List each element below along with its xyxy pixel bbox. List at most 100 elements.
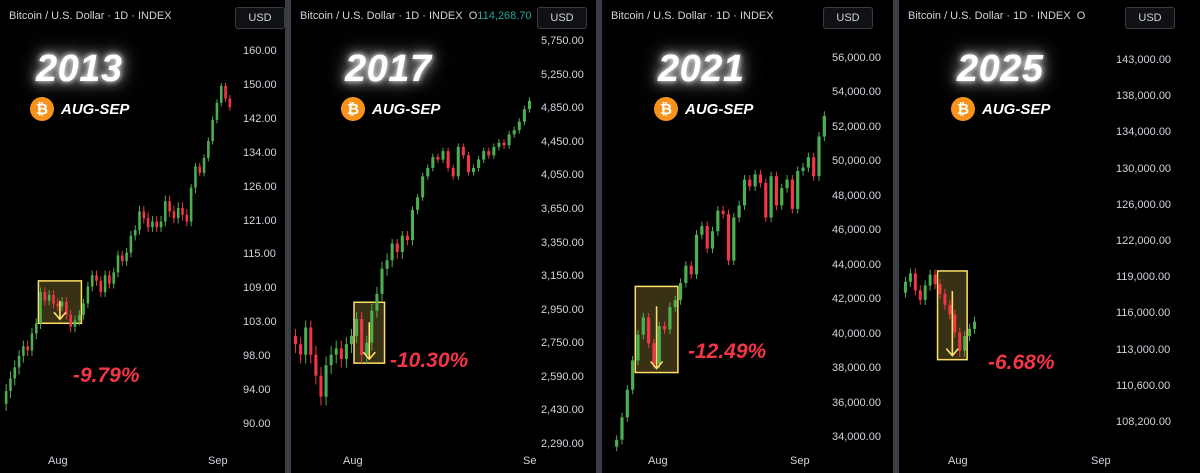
candle: [517, 118, 521, 134]
candle-body: [349, 335, 354, 345]
candle-body: [615, 439, 619, 447]
candle: [56, 298, 60, 312]
x-label-aug: Aug: [343, 455, 363, 467]
candle: [716, 206, 720, 236]
candle-body: [421, 176, 425, 198]
candle: [360, 312, 364, 364]
candle-body: [410, 209, 415, 241]
candle: [796, 166, 800, 214]
season-badge: ₿ AUG-SEP: [30, 97, 129, 121]
y-tick-label: 50,000.00: [832, 155, 881, 168]
candle-body: [155, 221, 159, 228]
candle-body: [948, 304, 952, 315]
candle-body: [662, 326, 667, 330]
candle-body: [764, 183, 768, 218]
candle: [487, 147, 491, 159]
candle: [181, 202, 184, 221]
candle: [73, 315, 77, 333]
candle-body: [30, 333, 34, 351]
candle-body: [477, 159, 481, 168]
currency-button[interactable]: USD: [235, 7, 285, 29]
chart-panel-2025: Bitcoin / U.S. Dollar · 1D · INDEX O USD…: [899, 0, 1200, 473]
candle-body: [673, 300, 677, 308]
candle-body: [721, 210, 725, 215]
drawdown-arrow-icon: [53, 300, 67, 321]
candle: [69, 310, 72, 333]
ohlc-open-value: 114,268.70: [477, 10, 532, 22]
candle: [304, 320, 308, 364]
candle-body: [678, 282, 683, 301]
currency-button[interactable]: USD: [537, 7, 587, 29]
candle: [299, 337, 303, 364]
candle-body: [319, 375, 323, 397]
candle: [943, 288, 947, 310]
candle: [142, 205, 146, 224]
candle-body: [507, 134, 511, 146]
candle-body: [512, 130, 516, 135]
y-tick-label: 4,450.00: [541, 135, 584, 148]
candle-body: [780, 188, 784, 206]
x-label-sep: Sep: [790, 455, 810, 467]
candle: [400, 231, 404, 259]
candle-body: [963, 336, 967, 351]
candle-body: [812, 157, 816, 177]
y-tick-label: 52,000.00: [832, 120, 881, 133]
panel-divider: [596, 0, 602, 473]
candle: [26, 340, 29, 357]
candle-body: [694, 234, 699, 275]
candle-body: [390, 243, 394, 261]
candle: [710, 226, 715, 254]
candle: [705, 221, 709, 254]
candle-body: [176, 207, 180, 219]
candle-body: [151, 221, 154, 228]
candle-body: [185, 214, 189, 222]
candle-body: [732, 217, 736, 261]
y-tick-label: 134,000.00: [1116, 126, 1172, 139]
candle-body: [108, 275, 111, 284]
candle-body: [928, 274, 932, 286]
candle: [673, 295, 677, 312]
candle: [785, 175, 789, 193]
y-tick-label: 2,290.00: [541, 438, 584, 450]
candle-body: [43, 292, 47, 301]
candle-body: [631, 360, 635, 390]
candle: [769, 171, 773, 223]
candle: [726, 209, 731, 266]
candle: [202, 154, 206, 177]
candle: [431, 153, 435, 172]
x-label-sep: Se: [523, 455, 537, 467]
candle: [958, 327, 962, 357]
candle: [790, 175, 794, 214]
y-tick-label: 4,050.00: [541, 169, 584, 182]
candle-body: [334, 348, 338, 355]
candle-body: [309, 327, 313, 355]
candle-body: [785, 179, 789, 189]
candle-body: [211, 119, 214, 142]
candle: [151, 215, 154, 232]
candle-body: [753, 174, 757, 187]
candle-body: [636, 334, 640, 361]
currency-button[interactable]: USD: [823, 7, 873, 29]
y-tick-label: 122,000.00: [1116, 235, 1172, 247]
candle-body: [355, 319, 359, 336]
candle-body: [416, 197, 420, 210]
candle: [309, 320, 313, 364]
candle-body: [806, 157, 810, 168]
x-label-aug: Aug: [648, 455, 668, 467]
candle: [933, 269, 937, 290]
y-tick-label: 2,430.00: [541, 404, 584, 417]
candle: [625, 385, 629, 422]
candle-body: [652, 343, 656, 364]
y-tick-label: 3,150.00: [541, 270, 584, 283]
y-tick-label: 126,000.00: [1116, 198, 1172, 211]
candle-body: [492, 146, 496, 156]
candle-body: [365, 342, 369, 355]
y-tick-label: 54,000.00: [832, 86, 881, 99]
candle: [395, 238, 399, 259]
candle: [657, 321, 661, 369]
candle-body: [202, 157, 206, 173]
candle-body: [938, 284, 942, 294]
candle: [344, 337, 348, 368]
currency-button[interactable]: USD: [1125, 7, 1175, 29]
bitcoin-icon: ₿: [30, 97, 54, 121]
